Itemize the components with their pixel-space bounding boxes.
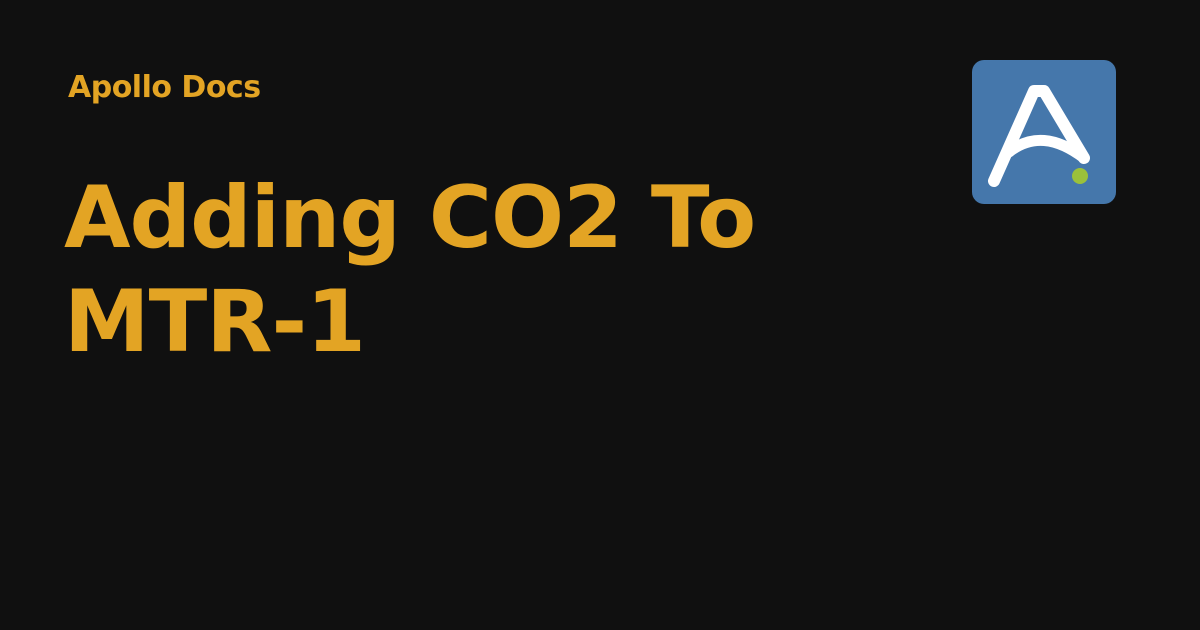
page-title: Adding CO2 To MTR-1 xyxy=(64,168,756,372)
apollo-logo-icon xyxy=(972,60,1116,204)
apollo-logo-mark xyxy=(988,85,1090,187)
site-name: Apollo Docs xyxy=(68,70,261,105)
